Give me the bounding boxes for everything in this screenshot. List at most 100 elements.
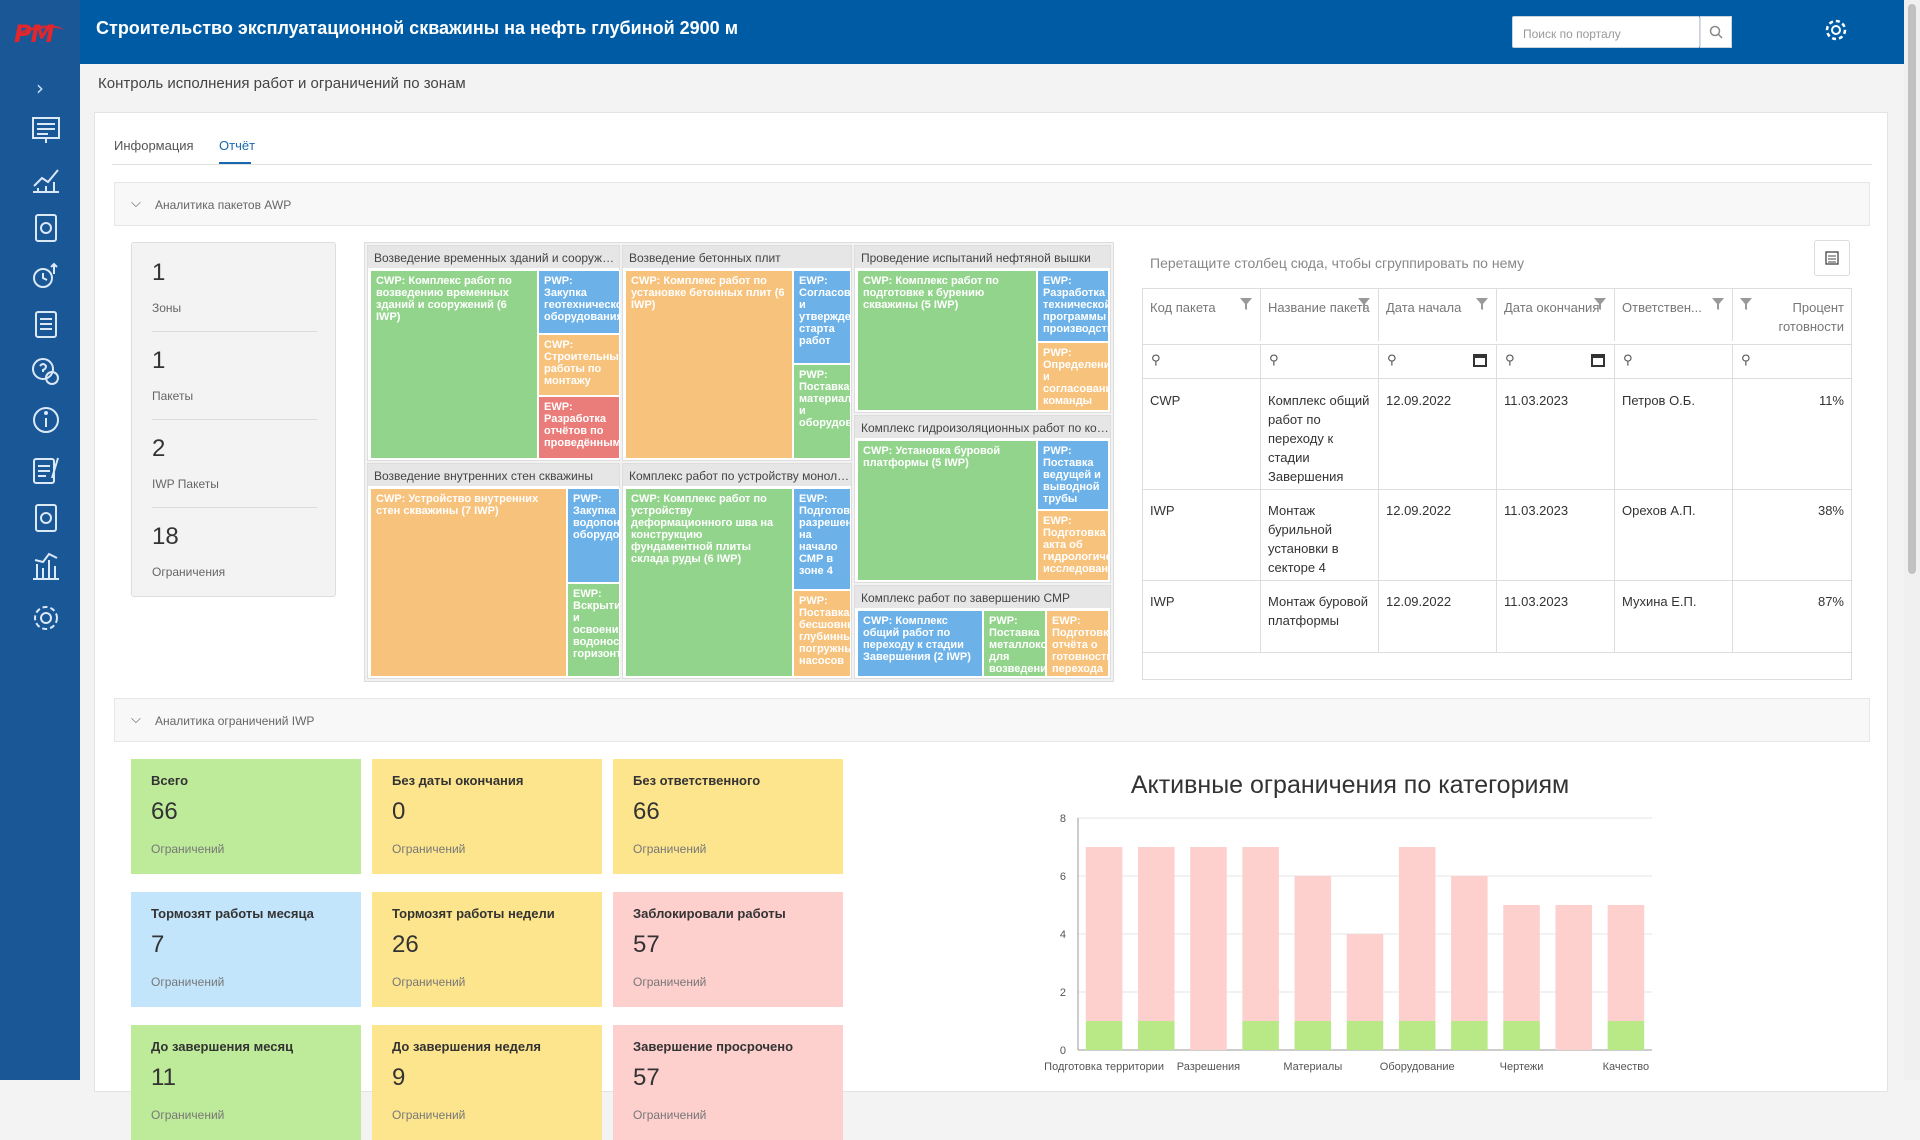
treemap-cell[interactable]: EWP: Подготовка акта об гидрологических … (1037, 510, 1109, 581)
chevron-down-icon[interactable]: ⌵ (131, 712, 141, 727)
treemap-cell[interactable]: PWP: Определение и согласование команды (1037, 342, 1109, 411)
bar-segment[interactable] (1503, 905, 1540, 1021)
group-panel-hint[interactable]: Перетащите столбец сюда, чтобы сгруппиро… (1150, 255, 1525, 271)
calendar-icon[interactable] (1473, 354, 1487, 367)
scrollbar-thumb[interactable] (1908, 4, 1916, 574)
cell-name[interactable]: Монтаж бурильной установки в секторе 4 (1261, 489, 1379, 580)
bar-segment[interactable] (1190, 847, 1227, 1050)
info-icon[interactable] (28, 402, 64, 438)
filter-icon[interactable] (1739, 297, 1753, 311)
settings-icon[interactable] (28, 600, 64, 636)
cell-responsible[interactable]: Петров О.Б. (1615, 379, 1733, 489)
cell-code[interactable]: IWP (1143, 580, 1261, 652)
treemap-cell[interactable]: CWP: Устройство внутренних стен скважины… (370, 488, 567, 677)
filter-cell-name[interactable]: ⚲ (1261, 344, 1379, 378)
tab-info[interactable]: Информация (114, 138, 194, 153)
analytics-icon[interactable] (28, 162, 64, 198)
cell-code[interactable]: CWP (1143, 379, 1261, 489)
constraint-card-month-blocking[interactable]: Тормозят работы месяца 7 Ограничений (131, 892, 361, 1007)
column-header-name[interactable]: Название пакета (1261, 289, 1379, 341)
bar-segment[interactable] (1242, 847, 1279, 1021)
bar-segment[interactable] (1555, 905, 1592, 1050)
filter-icon[interactable] (1711, 297, 1725, 311)
expand-sidebar-icon[interactable]: › (36, 76, 44, 100)
treemap-cell[interactable]: PWP: Закупка водопонижающего оборудовани… (567, 488, 620, 583)
constraint-card-week-left[interactable]: До завершения неделя 9 Ограничений (372, 1025, 602, 1140)
treemap-group[interactable]: Комплекс работ по устройству монолитного… (622, 463, 852, 679)
cell-end[interactable]: 11.03.2023 (1497, 379, 1615, 489)
treemap-cell[interactable]: CWP: Комплекс работ по установке бетонны… (625, 270, 793, 459)
cell-percent[interactable]: 87% (1817, 594, 1844, 609)
bar-segment[interactable] (1607, 905, 1645, 1021)
constraint-card-overdue[interactable]: Завершение просрочено 57 Ограничений (613, 1025, 843, 1140)
treemap-cell[interactable]: EWP: Разработка отчётов по проведённым (538, 396, 620, 459)
bar-segment[interactable] (1085, 1021, 1123, 1050)
treemap-cell[interactable]: PWP: Поставка металлоконструкций для воз… (983, 610, 1046, 677)
bar-segment[interactable] (1346, 1021, 1384, 1050)
treemap-cell[interactable]: EWP: Подготовка отчёта о готовности пере… (1046, 610, 1109, 677)
bar-segment[interactable] (1503, 1021, 1540, 1050)
export-button[interactable] (1814, 240, 1850, 276)
treemap-cell[interactable]: CWP: Комплекс работ по устройству деформ… (625, 488, 793, 677)
filter-cell-responsible[interactable]: ⚲ (1615, 344, 1733, 378)
treemap-cell[interactable]: PWP: Закупка геотехнического оборудовани… (538, 270, 620, 334)
cell-name[interactable]: Комплекс общий работ по переходу к стади… (1261, 379, 1379, 489)
iwp-section-header[interactable]: ⌵ Аналитика ограничений IWP (114, 698, 1870, 742)
board-icon[interactable] (28, 112, 64, 148)
filter-icon[interactable] (1475, 297, 1489, 311)
bar-segment[interactable] (1398, 847, 1436, 1021)
clipboard-icon[interactable] (28, 210, 64, 246)
treemap-cell[interactable]: CWP: Строительные работы по монтажу (538, 334, 620, 396)
cell-start[interactable]: 12.09.2022 (1379, 580, 1497, 652)
constraint-card-no-responsible[interactable]: Без ответственного 66 Ограничений (613, 759, 843, 874)
bar-segment[interactable] (1294, 876, 1332, 1021)
filter-cell-percent[interactable]: ⚲ (1733, 344, 1851, 378)
cell-start[interactable]: 12.09.2022 (1379, 379, 1497, 489)
cell-responsible[interactable]: Орехов А.П. (1615, 489, 1733, 580)
tab-report[interactable]: Отчёт (219, 138, 256, 153)
filter-icon[interactable] (1239, 297, 1253, 311)
constraint-card-no-end-date[interactable]: Без даты окончания 0 Ограничений (372, 759, 602, 874)
bar-segment[interactable] (1607, 1021, 1645, 1050)
document-icon[interactable] (28, 500, 64, 536)
bar-segment[interactable] (1451, 876, 1488, 1021)
treemap-group[interactable]: Комплекс гидроизоляционных работ по конт… (854, 415, 1111, 583)
awp-section-header[interactable]: ⌵ Аналитика пакетов AWP (114, 182, 1870, 226)
report-icon[interactable] (28, 452, 64, 488)
column-header-percent[interactable]: Процент готовности (1778, 300, 1844, 334)
constraint-card-blocked[interactable]: Заблокировали работы 57 Ограничений (613, 892, 843, 1007)
cell-name[interactable]: Монтаж буровой платформы (1261, 580, 1379, 652)
filter-cell-start[interactable]: ⚲ (1379, 344, 1497, 378)
bar-segment[interactable] (1451, 1021, 1488, 1050)
bar-segment[interactable] (1346, 934, 1384, 1021)
cell-end[interactable]: 11.03.2023 (1497, 580, 1615, 652)
bar-segment[interactable] (1294, 1021, 1332, 1050)
bar-segment[interactable] (1242, 1021, 1279, 1050)
constraint-card-total[interactable]: Всего 66 Ограничений (131, 759, 361, 874)
treemap-group[interactable]: Проведение испытаний нефтяной вышки CWP:… (854, 245, 1111, 413)
cell-end[interactable]: 11.03.2023 (1497, 489, 1615, 580)
constraint-card-week-blocking[interactable]: Тормозят работы недели 26 Ограничений (372, 892, 602, 1007)
cell-percent[interactable]: 38% (1817, 503, 1844, 518)
chevron-down-icon[interactable]: ⌵ (131, 196, 141, 211)
timer-icon[interactable] (28, 258, 64, 294)
bar-segment[interactable] (1085, 847, 1123, 1021)
column-header-responsible[interactable]: Ответствен... (1615, 289, 1733, 341)
checklist-icon[interactable] (28, 306, 64, 342)
cell-percent[interactable]: 11% (1818, 393, 1844, 408)
treemap-group[interactable]: Возведение внутренних стен скважины CWP:… (367, 463, 620, 679)
filter-cell-end[interactable]: ⚲ (1497, 344, 1615, 378)
chart-icon[interactable] (28, 548, 64, 584)
gear-icon[interactable] (1822, 16, 1850, 44)
bar-segment[interactable] (1398, 1021, 1436, 1050)
bar-segment[interactable] (1138, 1021, 1175, 1050)
treemap-cell[interactable]: EWP: Разработка технической программы пр… (1037, 270, 1109, 342)
treemap-group[interactable]: Возведение бетонных плит CWP: Комплекс р… (622, 245, 852, 461)
treemap-cell[interactable]: CWP: Установка буровой платформы (5 IWP) (857, 440, 1037, 581)
treemap-cell[interactable]: EWP: Вскрытие и освоение водоносного гор… (567, 583, 620, 677)
column-header-start[interactable]: Дата начала (1379, 289, 1497, 341)
cell-start[interactable]: 12.09.2022 (1379, 489, 1497, 580)
treemap-cell[interactable]: CWP: Комплекс общий работ по переходу к … (857, 610, 983, 677)
treemap-cell[interactable]: CWP: Комплекс работ по подготовке к буре… (857, 270, 1037, 411)
treemap-cell[interactable]: PWP: Поставка ведущей и выводной трубы (1037, 440, 1109, 510)
